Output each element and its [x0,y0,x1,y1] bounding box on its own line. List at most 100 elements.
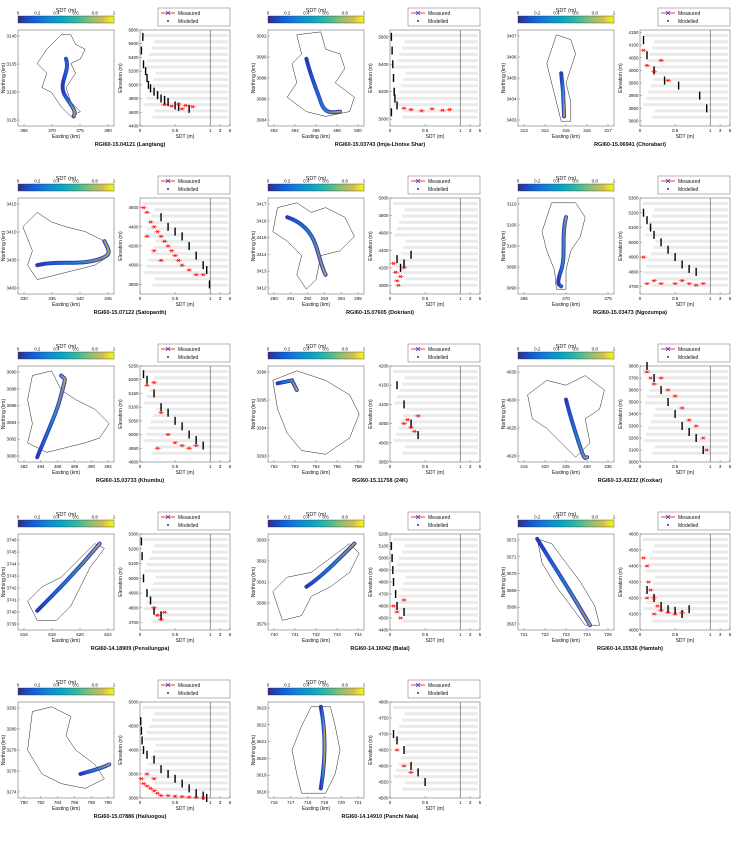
map-y-tick-label: 3405 [6,258,17,263]
legend-modelled-label: Modelled [178,19,199,25]
elevation-band [644,233,728,237]
colorbar-tick-label: 0.8 [592,179,599,184]
legend-measured-marker [165,178,171,184]
panel-title-rgi60-15-07886-hailuogou-: RGI60-15.07886 (Hailuogou) [94,814,167,820]
glacier-outline [36,34,86,117]
colorbar-tick-label: 0.2 [34,179,41,184]
elev-tick-label: 5100 [378,544,389,549]
measured-point [166,244,170,248]
legend: Measured Modelled [407,343,481,363]
elevation-band [399,52,478,56]
map-y-axis-label: Northing (km) [501,399,507,430]
glacier-panel: SDT (m) 0 0.2 0.4 0.6 0.8 1 780 782 784 786 788 790 3… [1,679,232,820]
map-y-tick-label: 3406 [506,55,517,60]
elevation-band [393,370,478,373]
legend-measured-marker [165,10,171,16]
legend-measured-marker [665,514,671,520]
elevation-band [650,588,728,592]
measured-point [641,556,646,560]
sdt-tick-label: 0.5 [172,296,179,301]
glacier-sdt-map-highlight [557,216,567,288]
elev-tick-label: 5200 [128,546,139,551]
measured-point [155,791,160,795]
measured-point [201,796,205,800]
elevation-band [403,582,478,585]
map-y-axis-label: Northing (km) [251,231,257,262]
colorbar-tick-label: 0.8 [592,347,599,352]
legend-box [657,511,731,531]
elev-tick-label: 4400 [378,628,389,633]
glacier-panel: SDT (m) 0 0.2 0.4 0.6 0.8 1 740 741 742 743 744 3579… [251,511,482,652]
elevation-band [396,227,478,231]
sdt-tick-label: 1 [209,800,212,805]
map-y-axis-label: Northing (km) [1,735,7,766]
measured-point [402,421,406,426]
map-y-tick-label: 3110 [507,202,517,207]
legend-measured-label: Measured [678,11,700,17]
map-y-tick-label: 3135 [6,62,17,67]
elevation-band [653,582,728,585]
map-x-axis-label: Easting (km) [552,302,580,308]
colorbar-tick-label: 0.4 [53,11,60,16]
sdt-tick-label: 0 [389,800,392,805]
map-x-tick-label: 294 [337,296,345,301]
profile-y-axis-label: Elevation (m) [118,735,124,765]
measured-point [652,382,656,386]
colorbar-tick-label: 0.4 [303,515,310,520]
elevation-band [403,78,478,81]
elevation-band [144,569,228,573]
sdt-tick-label: 0 [139,464,142,469]
glacier-sdt-map-highlight [565,398,589,459]
elevation-band [655,71,728,75]
elevation-band [654,40,728,44]
profile-x-axis-label: SDT (m) [426,806,445,812]
map-x-axis-label: Easting (km) [552,638,580,644]
measured-point [152,380,156,385]
elevation-band [402,451,478,455]
elevation-band [655,575,728,579]
map-y-axis-label: Northing (km) [251,567,257,598]
map-y-tick-label: 4630 [506,398,517,403]
map-x-tick-label: 482 [20,464,28,469]
sdt-tick-label: 3 [219,464,222,469]
colorbar-tick-label: 0.8 [592,515,599,520]
elevation-band [144,65,228,69]
elevation-band [154,277,228,281]
glacier-outline [541,202,586,290]
elev-tick-label: 5100 [628,225,639,230]
map-y-axis-label: Northing (km) [501,63,507,94]
elevation-band [402,787,478,791]
legend-box [157,511,231,531]
profile-x-axis-label: SDT (m) [676,470,695,476]
colorbar-tick-label: 1 [113,11,116,16]
map-y-tick-label: 3413 [256,269,267,274]
legend-measured-marker [165,346,171,352]
elevation-band [152,787,228,791]
elevation-band [403,414,478,417]
elevation-band [143,271,228,275]
map-x-tick-label: 788 [87,800,95,805]
measured-point [187,446,191,450]
measured-point [155,229,160,234]
elev-tick-label: 3100 [628,448,639,453]
elevation-band [405,407,478,411]
elev-tick-label: 4700 [128,620,139,625]
map-x-tick-label: 763 [291,464,299,469]
glacier-sdt-map-highlight [560,72,566,118]
legend-modelled-label: Modelled [428,355,449,361]
elevation-band [151,46,228,50]
elevation-band [399,724,478,728]
elev-tick-label: 5050 [128,418,139,423]
elevation-band [401,214,478,218]
map-x-tick-label: 465 [520,296,528,301]
measured-point [680,610,684,615]
elevation-band [151,550,228,554]
glacier-sdt-map-highlight [36,542,101,612]
sdt-tick-label: 3 [719,632,722,637]
profile-y-axis-label: Elevation (m) [368,231,374,261]
legend-box [407,679,481,699]
sdt-tick-label: 3 [469,128,472,133]
elevation-band [151,718,228,722]
legend-measured-label: Measured [178,179,200,185]
map-y-tick-label: 3140 [6,34,17,39]
